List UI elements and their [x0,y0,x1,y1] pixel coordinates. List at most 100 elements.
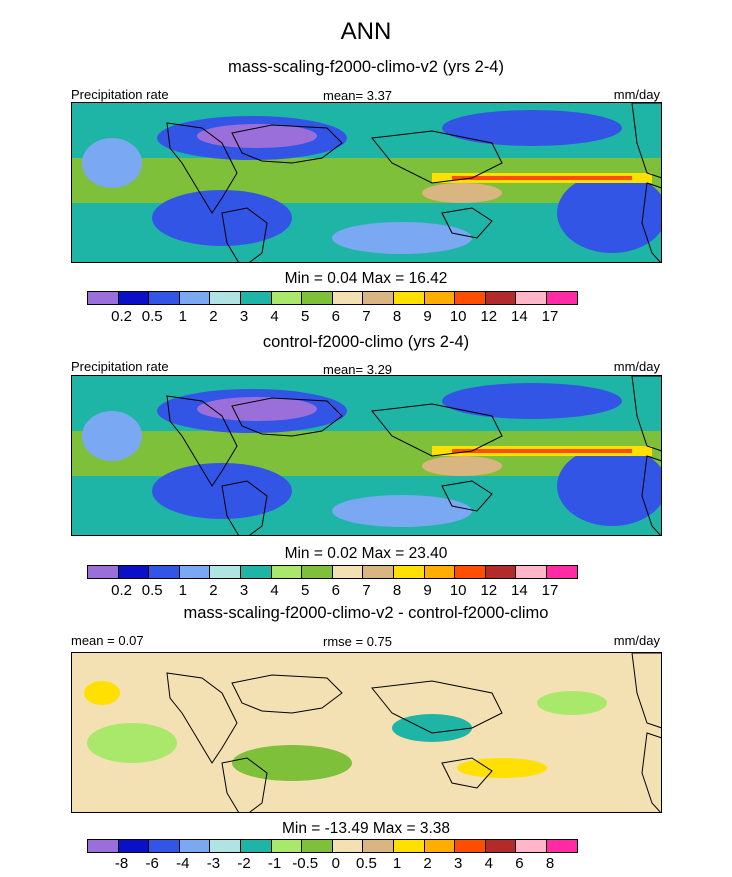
colorbar-tick-label: 1 [178,308,187,325]
panel-1-variable-label: Precipitation rate [71,87,169,102]
colorbar-swatch [331,291,364,305]
colorbar-swatch [301,291,333,305]
colorbar-tick-label: 17 [541,308,559,325]
colorbar-tick-label: 14 [511,582,528,599]
colorbar-swatch [454,839,486,853]
colorbar-swatch [515,291,547,305]
colorbar-tick-label: 2 [423,855,432,872]
colorbar-tick-label: 1 [178,582,187,599]
colorbar-swatch [178,291,211,305]
colorbar-swatch [209,565,241,579]
colorbar-swatch [392,291,425,305]
colorbar-swatch [454,291,486,305]
colorbar-swatch [239,291,272,305]
colorbar-tick-label: 2 [209,308,218,325]
colorbar-tick-label: 10 [449,308,467,325]
panel-1-title: mass-scaling-f2000-climo-v2 (yrs 2-4) [228,58,504,76]
colorbar-tick-label: -8 [114,855,129,872]
colorbar-tick-label: 3 [454,855,463,872]
colorbar-tick-label: 6 [331,308,340,325]
colorbar-swatch [484,839,517,853]
colorbar-swatch [148,291,180,305]
colorbar-swatch [117,291,150,305]
panel-2-map [71,375,662,536]
colorbar-tick-label: -6 [145,855,159,872]
colorbar-swatch [87,565,119,579]
colorbar-tick-label: -2 [237,855,251,872]
colorbar-swatch [423,291,456,305]
figure-title: ANN [340,18,392,45]
colorbar-tick-label: 6 [515,855,524,872]
colorbar-tick-label: -0.5 [292,855,319,872]
panel-2-mean-label: mean= 3.29 [323,362,393,377]
panel-2-minmax: Min = 0.02 Max = 23.40 [284,545,448,562]
colorbar-swatch [515,565,547,579]
colorbar-tick-label: -4 [176,855,190,872]
colorbar-swatch [301,839,333,853]
panel-2-variable-label: Precipitation rate [71,359,169,374]
colorbar-swatch [270,565,303,579]
colorbar-swatch [423,565,456,579]
panel-1-colorbar [87,291,578,305]
colorbar-tick-label: 10 [449,582,467,599]
colorbar-swatch [270,839,303,853]
panel-3-rmse-label: rmse = 0.75 [323,634,393,649]
colorbar-swatch [270,291,303,305]
colorbar-tick-label: -3 [206,855,221,872]
colorbar-tick-label: 7 [362,308,371,325]
panel-3-minmax: Min = -13.49 Max = 3.38 [281,820,450,837]
colorbar-swatch [239,565,272,579]
colorbar-tick-label: 14 [511,308,528,325]
colorbar-swatch [209,839,241,853]
panel-1-units-label: mm/day [613,87,660,102]
colorbar-tick-label: 7 [362,582,371,599]
colorbar-tick-label: 0.2 [111,308,133,325]
colorbar-tick-label: 2 [209,582,218,599]
colorbar-swatch [362,565,394,579]
colorbar-swatch [392,565,425,579]
colorbar-swatch [117,839,150,853]
colorbar-swatch [362,839,394,853]
colorbar-tick-label: 4 [270,582,279,599]
colorbar-tick-label: 9 [423,582,432,599]
colorbar-swatch [392,839,425,853]
colorbar-tick-label: 1 [392,855,402,872]
colorbar-swatch [545,291,578,305]
colorbar-tick-label: 3 [239,308,249,325]
colorbar-swatch [331,839,364,853]
colorbar-swatch [515,839,547,853]
panel-2-colorbar [87,565,578,579]
colorbar-tick-label: 5 [301,308,310,325]
panel-3-units-label: mm/day [613,633,660,648]
colorbar-tick-label: 17 [541,582,559,599]
colorbar-tick-label: -1 [267,855,282,872]
colorbar-swatch [87,839,119,853]
colorbar-tick-label: 4 [484,855,493,872]
colorbar-tick-label: 12 [480,308,498,325]
colorbar-tick-label: 8 [392,308,402,325]
colorbar-swatch [545,565,578,579]
colorbar-tick-label: 8 [392,582,402,599]
colorbar-swatch [117,565,150,579]
colorbar-swatch [301,565,333,579]
colorbar-tick-label: 0.5 [355,855,377,872]
colorbar-tick-label: 3 [239,582,249,599]
colorbar-swatch [423,839,456,853]
panel-1-map [71,102,662,263]
panel-1-mean-label: mean= 3.37 [323,88,393,103]
colorbar-swatch [178,565,211,579]
panel-2-title: control-f2000-climo (yrs 2-4) [262,333,470,351]
colorbar-tick-label: 8 [545,855,555,872]
colorbar-swatch [239,839,272,853]
colorbar-tick-label: 4 [270,308,279,325]
colorbar-swatch [148,839,180,853]
colorbar-swatch [362,291,394,305]
panel-3-colorbar [87,839,578,853]
panel-1-minmax: Min = 0.04 Max = 16.42 [284,270,448,287]
colorbar-swatch [331,565,364,579]
colorbar-tick-label: 0 [331,855,340,872]
colorbar-tick-label: 6 [331,582,340,599]
panel-2-units-label: mm/day [613,359,660,374]
colorbar-tick-label: 9 [423,308,432,325]
panel-3-map [71,652,662,813]
